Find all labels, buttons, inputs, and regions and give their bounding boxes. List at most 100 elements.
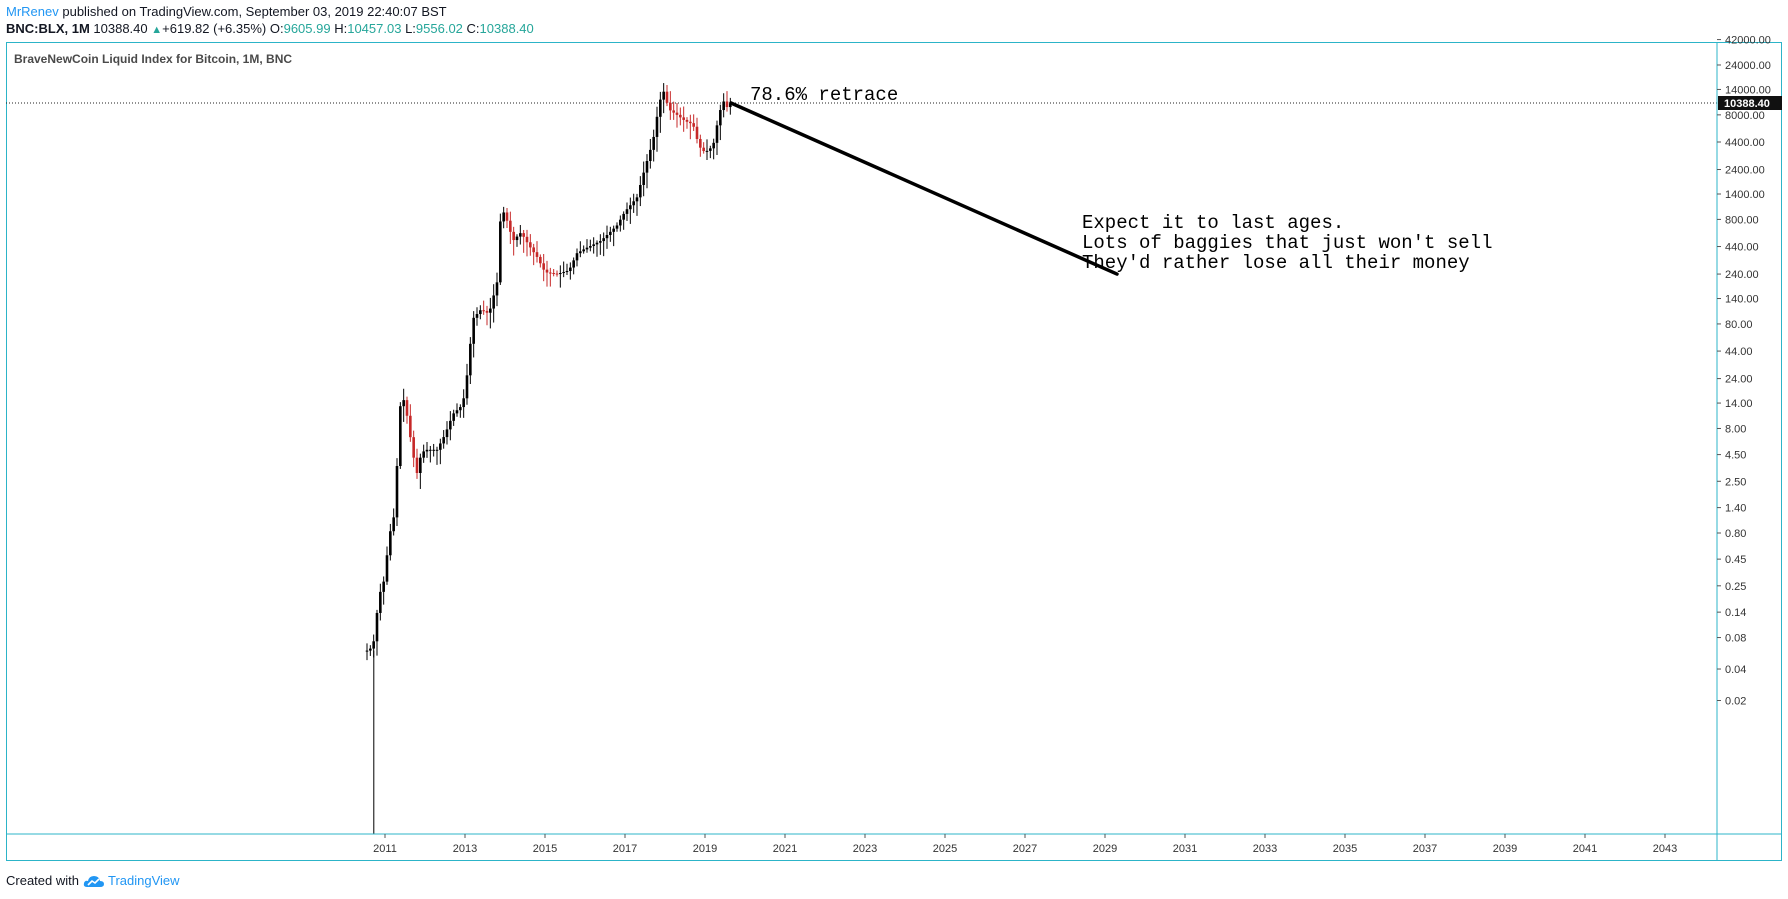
y-tick-label: 1400.00 [1725,189,1765,201]
candle-body [572,260,575,268]
candle-body [682,117,685,120]
x-tick-label: 2019 [693,843,717,855]
candle-body [512,231,515,241]
candle-body [525,236,529,243]
candle-body [439,443,442,450]
candle-body [415,457,419,474]
candle-body [549,272,552,274]
candle-body [729,103,732,108]
tradingview-brand: TradingView [107,873,180,888]
candle-body [715,125,719,143]
y-tick-label: 2400.00 [1725,165,1765,177]
candle-body [462,398,465,408]
candle-body [429,449,432,451]
x-tick-label: 2025 [933,843,957,855]
x-tick-label: 2015 [533,843,557,855]
candle-body [579,251,582,254]
annotation-note-line: Expect it to last ages. [1082,212,1344,234]
candle-body [389,531,392,556]
candle-body [539,256,542,264]
candle-body [692,123,695,127]
chart-frame [6,42,1782,861]
candle-body [655,116,659,137]
x-tick-label: 2017 [613,843,637,855]
candle-body [502,212,505,222]
footer: Created with TradingView [6,872,180,889]
candle-body [419,457,422,474]
candle-body [475,314,479,318]
candle-body [659,99,662,117]
candle-body [365,650,369,652]
trendline-drawing [729,101,1119,276]
candle-body [469,343,472,376]
x-tick-label: 2013 [453,843,477,855]
candle-body [675,112,679,115]
x-tick-label: 2037 [1413,843,1437,855]
annotation-note-line: Lots of baggies that just won't sell [1082,232,1492,254]
x-tick-label: 2029 [1093,843,1117,855]
candle-body [519,233,522,237]
cloud-logo-icon [83,875,104,887]
open-label: O: [269,21,284,36]
y-tick-label: 42000.00 [1725,35,1771,47]
candle-body [642,172,645,185]
candle-body [612,228,615,232]
candle-body [599,241,602,243]
candle-body [522,233,525,237]
candle-body [725,101,729,108]
ohlc-line: BNC:BLX, 1M 10388.40 ▲+619.82 (+6.35%) O… [6,20,534,39]
candle-body [372,641,375,649]
candle-body [375,612,379,642]
x-tick-label: 2035 [1333,843,1357,855]
y-tick-label: 80.00 [1725,319,1753,331]
y-tick-label: 44.00 [1725,346,1753,358]
candle-body [589,246,592,248]
low-label: L: [405,21,416,36]
candle-body [495,282,499,296]
candle-body [685,119,689,122]
y-tick-label: 0.02 [1725,695,1746,707]
candle-body [465,375,469,399]
tradingview-link[interactable]: TradingView [83,872,180,889]
y-tick-label: 0.45 [1725,554,1746,566]
candle-body [442,437,445,444]
candle-body [432,449,435,451]
candle-body [649,149,652,161]
candle-body [409,415,412,438]
candle-body [535,252,539,257]
candle-body [509,220,512,232]
candle-body [669,102,672,111]
candle-body [695,126,699,139]
candle-body [595,242,599,245]
last-price: 10388.40 [93,21,148,36]
candle-body [452,413,455,421]
x-tick-label: 2039 [1493,843,1517,855]
candle-body [449,420,452,430]
candle-body [619,219,622,226]
last-price-badge [1718,96,1782,110]
candle-body [632,201,635,206]
y-tick-label: 4.50 [1725,450,1746,462]
candle-body [552,273,555,275]
candle-body [672,110,675,113]
candle-body [492,295,495,309]
author-link[interactable]: MrRenev [6,4,59,19]
close-value: 10388.40 [479,21,534,36]
price-change: +619.82 (+6.35%) [162,21,267,36]
candle-body [405,400,409,416]
x-tick-label: 2027 [1013,843,1037,855]
candle-body [395,466,399,518]
candle-body [609,231,612,236]
candle-body [459,407,462,411]
y-tick-label: 14.00 [1725,398,1753,410]
candle-body [445,429,449,438]
y-tick-label: 140.00 [1725,294,1759,306]
candle-body [369,648,372,651]
candle-body [425,449,429,452]
candle-body [489,308,492,313]
y-tick-label: 0.80 [1725,528,1746,540]
candle-body [499,221,502,283]
candle-body [662,91,665,100]
open-value: 9605.99 [283,21,331,36]
